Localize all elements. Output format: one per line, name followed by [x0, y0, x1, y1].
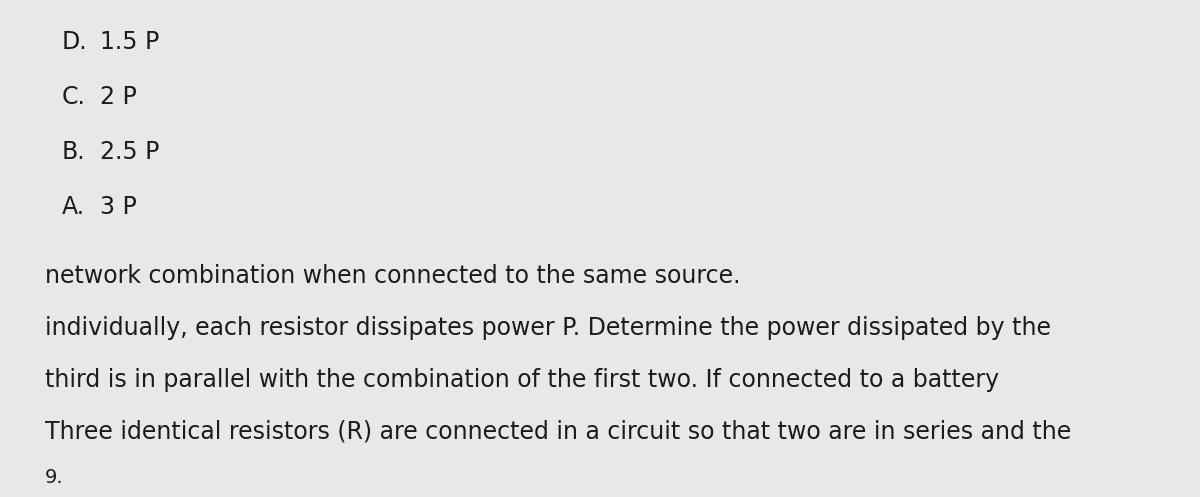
Text: 1.5 P: 1.5 P [100, 30, 160, 54]
Text: individually, each resistor dissipates power P. Determine the power dissipated b: individually, each resistor dissipates p… [46, 316, 1051, 340]
Text: B.: B. [62, 140, 85, 164]
Text: third is in parallel with the combination of the first two. If connected to a ba: third is in parallel with the combinatio… [46, 368, 1000, 392]
Text: Three identical resistors (R) are connected in a circuit so that two are in seri: Three identical resistors (R) are connec… [46, 420, 1072, 444]
Text: D.: D. [62, 30, 88, 54]
Text: 9.: 9. [46, 468, 64, 487]
Text: A.: A. [62, 195, 85, 219]
Text: 3 P: 3 P [100, 195, 137, 219]
Text: C.: C. [62, 85, 86, 109]
Text: 2 P: 2 P [100, 85, 137, 109]
Text: network combination when connected to the same source.: network combination when connected to th… [46, 264, 740, 288]
Text: 2.5 P: 2.5 P [100, 140, 160, 164]
